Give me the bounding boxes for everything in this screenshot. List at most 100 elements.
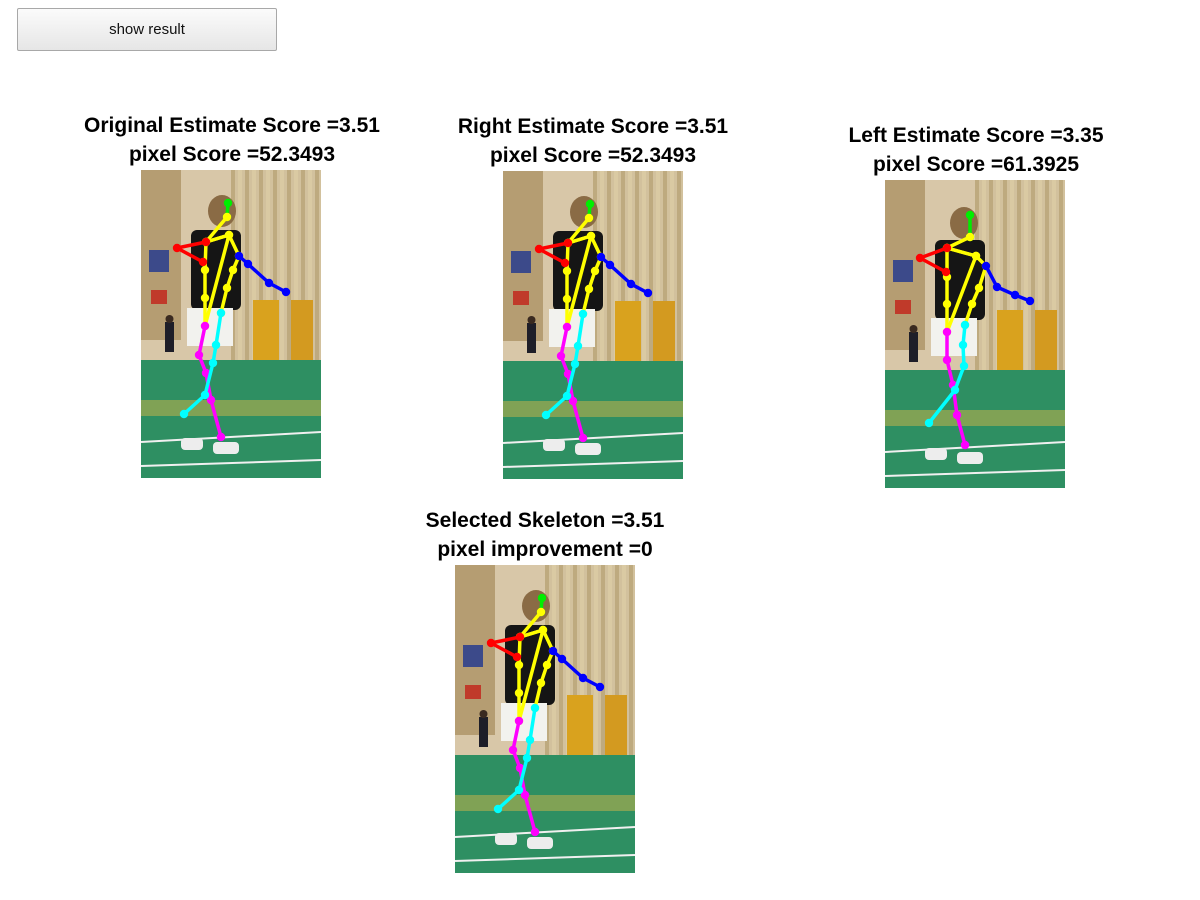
skeleton-joint (508, 745, 518, 755)
skeleton-joint (584, 284, 594, 294)
curtain-fold (1017, 180, 1021, 380)
curtain-fold (559, 565, 563, 765)
curtain-fold (1003, 180, 1007, 380)
wall-sign (513, 291, 529, 305)
skeleton-joint (514, 660, 524, 670)
right-estimate-panel: Right Estimate Score =3.51 pixel Score =… (393, 112, 793, 170)
skeleton-joint (520, 790, 530, 800)
skeleton-bone (537, 241, 570, 251)
score-label: Left Estimate Score =3.35 (848, 124, 1104, 147)
player-shoe (181, 438, 203, 450)
wall-board (149, 250, 169, 272)
skeleton-joint (194, 350, 204, 360)
skeleton-bone (197, 324, 207, 357)
skeleton-joint (223, 198, 233, 208)
skeleton-joint (211, 340, 221, 350)
curtain-fold (294, 170, 298, 370)
skeleton-joint (514, 688, 524, 698)
background-person (909, 332, 918, 362)
curtain-fold (308, 170, 312, 370)
skeleton-joint (578, 309, 588, 319)
skeleton-bone (559, 325, 569, 358)
skeleton-joint (522, 753, 532, 763)
skeleton-bone (175, 240, 208, 250)
skeleton-bone (246, 262, 271, 285)
curtain-fold (608, 565, 612, 765)
skeleton-bone (565, 234, 593, 329)
skeleton-joint (562, 294, 572, 304)
skeleton-joint (200, 390, 210, 400)
pose-photo (141, 170, 321, 478)
selected-skeleton-panel: Selected Skeleton =3.51 pixel improvemen… (345, 506, 745, 564)
skeleton-joint (573, 341, 583, 351)
skeleton-joint (200, 293, 210, 303)
skeleton-joint (924, 418, 934, 428)
skeleton-joint (525, 735, 535, 745)
skeleton-joint (216, 308, 226, 318)
original-estimate-image (141, 170, 321, 478)
court-stripe (503, 401, 683, 417)
skeleton-joint (590, 266, 600, 276)
court-floor (141, 360, 321, 478)
yellow-door (615, 301, 641, 371)
score-label: Original Estimate Score =3.51 (84, 114, 380, 137)
court-line (503, 432, 683, 444)
skeleton-joint (563, 369, 573, 379)
wall-sign (151, 290, 167, 304)
skeleton-bone (209, 398, 223, 439)
panel-title: Original Estimate Score =3.51 pixel Scor… (32, 111, 432, 169)
curtain-fold (594, 565, 598, 765)
original-estimate-panel: Original Estimate Score =3.51 pixel Scor… (32, 111, 432, 169)
skeleton-joint (586, 231, 596, 241)
skeleton-joint (942, 355, 952, 365)
background-person (479, 717, 488, 747)
curtain-fold (607, 171, 611, 371)
background-person (165, 322, 174, 352)
court-line (455, 826, 635, 838)
skeleton-joint (942, 299, 952, 309)
yellow-door (1035, 310, 1057, 370)
player-skirt (187, 308, 233, 346)
curtain-fold (259, 170, 263, 370)
pose-photo (455, 565, 635, 873)
skeleton-joint (514, 785, 524, 795)
skeleton-left-arm (981, 261, 1035, 306)
curtain-fold (280, 170, 284, 370)
skeleton-joint (536, 607, 546, 617)
skeleton-torso (942, 232, 991, 337)
skeleton-bone (203, 361, 215, 397)
skeleton-joint (562, 266, 572, 276)
skeleton-joint (958, 340, 968, 350)
skeleton-joint (281, 287, 291, 297)
court-line (885, 441, 1065, 453)
skeleton-joint (960, 320, 970, 330)
skeleton-joint (563, 238, 573, 248)
skeleton-bone (533, 681, 543, 710)
curtain-fold (642, 171, 646, 371)
curtain-fold (266, 170, 270, 370)
skeleton-joint (942, 243, 952, 253)
skeleton-joint (514, 716, 524, 726)
skeleton-bone (203, 233, 231, 328)
curtain-fold (649, 171, 653, 371)
pixel-score-label: pixel Score =61.3925 (872, 153, 1080, 176)
skeleton-joint (538, 625, 548, 635)
skeleton-bone (517, 635, 522, 667)
skeleton-bone (517, 628, 545, 723)
skeleton-joint (530, 827, 540, 837)
curtain-fold (1052, 180, 1056, 380)
skeleton-joint (222, 212, 232, 222)
curtain-fold (601, 565, 605, 765)
background-person-head (165, 315, 174, 323)
skeleton-joint (179, 409, 189, 419)
skeleton-bone (945, 358, 955, 387)
curtain-fold (287, 170, 291, 370)
skeleton-joint (493, 804, 503, 814)
skeleton-joint (974, 283, 984, 293)
show-result-button[interactable]: show result (17, 8, 277, 51)
skeleton-right-arm (486, 632, 525, 662)
score-label: Selected Skeleton =3.51 (425, 509, 665, 532)
curtain-fold (1059, 180, 1063, 380)
wall-sign (895, 300, 911, 314)
skeleton-bone (214, 311, 223, 347)
